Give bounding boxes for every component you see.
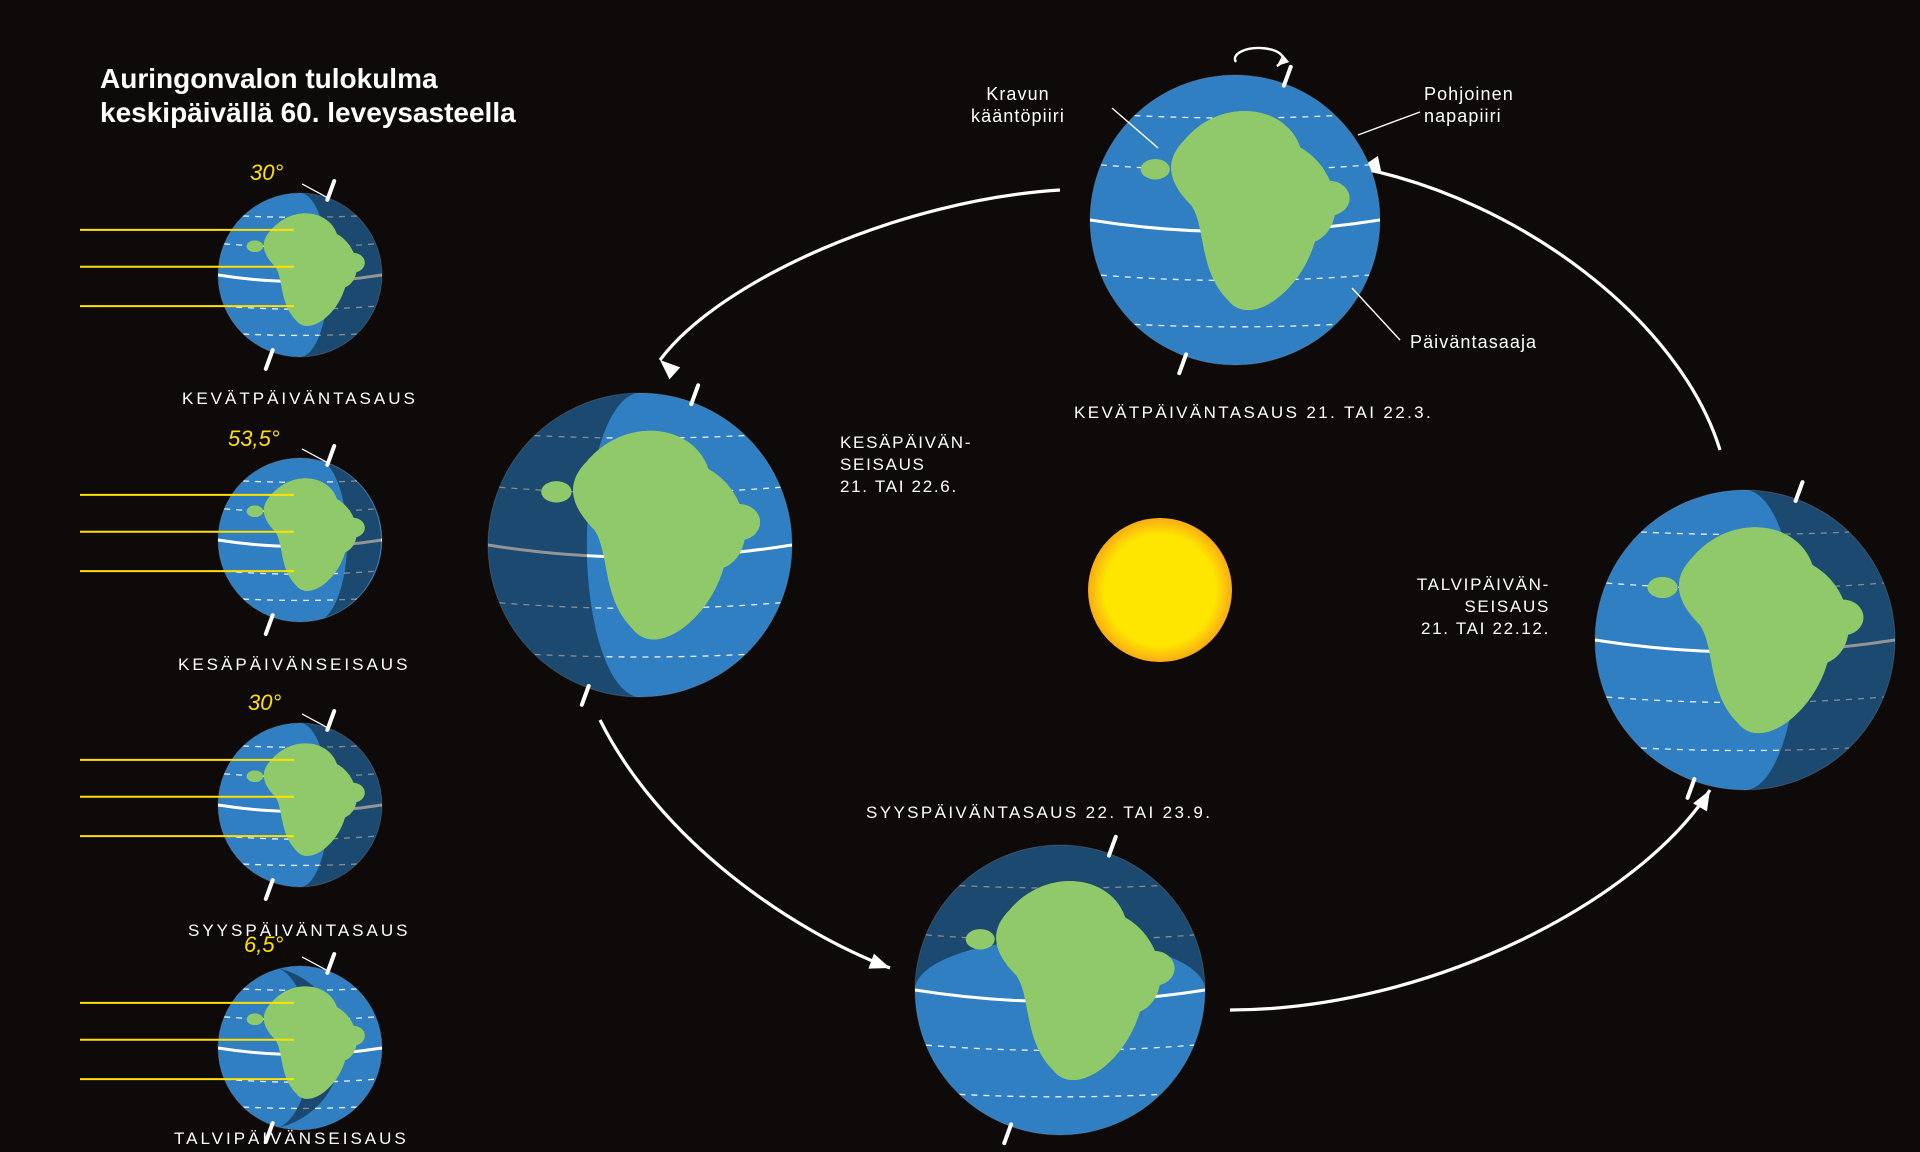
orbit-label: kääntöpiiri bbox=[971, 106, 1065, 126]
orbit-label: KEVÄTPÄIVÄNTASAUS 21. TAI 22.3. bbox=[1074, 403, 1433, 422]
side-caption: TALVIPÄIVÄNSEISAUS bbox=[174, 1129, 409, 1148]
angle-label: 6,5° bbox=[244, 932, 284, 957]
orbit-label: TALVIPÄIVÄN- bbox=[1417, 575, 1550, 594]
orbit-label: 21. TAI 22.12. bbox=[1421, 619, 1550, 638]
side-caption: SYYSPÄIVÄNTASAUS bbox=[188, 921, 410, 940]
title-line2: keskipäivällä 60. leveysasteella bbox=[100, 97, 516, 128]
orbit-label: SEISAUS bbox=[1464, 597, 1550, 616]
side-caption: KEVÄTPÄIVÄNTASAUS bbox=[182, 389, 418, 408]
orbit-label: napapiiri bbox=[1424, 106, 1502, 126]
orbit-arrow bbox=[600, 720, 890, 968]
angle-label: 53,5° bbox=[228, 426, 280, 451]
orbit-arrow bbox=[660, 190, 1060, 360]
orbit-label: SEISAUS bbox=[840, 455, 926, 474]
orbit-label: SYYSPÄIVÄNTASAUS 22. TAI 23.9. bbox=[866, 803, 1212, 822]
angle-label: 30° bbox=[250, 160, 283, 185]
title-line1: Auringonvalon tulokulma bbox=[100, 63, 438, 94]
orbit-label: 21. TAI 22.6. bbox=[840, 477, 958, 496]
orbit-label: Kravun bbox=[986, 84, 1050, 104]
orbit-label: Päiväntasaaja bbox=[1410, 332, 1537, 352]
rotation-arrow bbox=[1235, 48, 1283, 66]
side-caption: KESÄPÄIVÄNSEISAUS bbox=[178, 655, 410, 674]
angle-label: 30° bbox=[248, 690, 281, 715]
orbit-arrow bbox=[1230, 790, 1710, 1010]
orbit-label: Pohjoinen bbox=[1424, 84, 1514, 104]
orbit-label: KESÄPÄIVÄN- bbox=[840, 433, 972, 452]
sun bbox=[1088, 518, 1232, 662]
